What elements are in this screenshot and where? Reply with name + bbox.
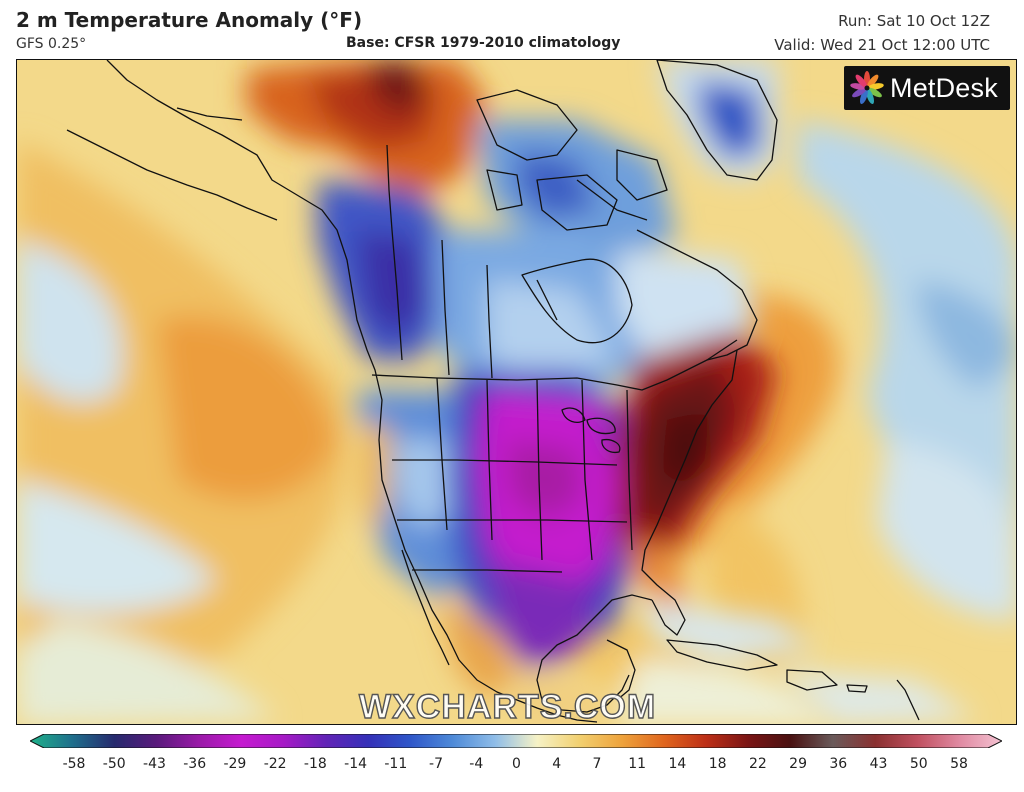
model-label: GFS 0.25°	[16, 36, 87, 52]
legend-tick-label: 43	[869, 756, 888, 772]
anomaly-field	[17, 60, 1016, 724]
legend-tick-label: -29	[223, 756, 247, 772]
legend-tick-label: 4	[552, 756, 562, 772]
legend-tick-label: 36	[829, 756, 848, 772]
legend-tick-label: -36	[183, 756, 207, 772]
legend-tick-label: 0	[512, 756, 521, 772]
legend-tick-label: 18	[708, 756, 727, 772]
legend-tick-label: -7	[429, 756, 444, 772]
coastline-layer	[66, 60, 920, 723]
legend-colorbar	[30, 734, 1002, 748]
legend-tick-label: -22	[263, 756, 287, 772]
legend-tick-label: -14	[344, 756, 368, 772]
legend-tick-label: -58	[62, 756, 86, 772]
valid-time-label: Valid: Wed 21 Oct 12:00 UTC	[774, 36, 990, 54]
legend-tick-label: -43	[143, 756, 166, 772]
legend-tick-label: 14	[668, 756, 687, 772]
wxcharts-watermark: WXCHARTS.COM	[358, 687, 657, 725]
legend-tick-label: -18	[303, 756, 327, 772]
chart-title: 2 m Temperature Anomaly (°F)	[16, 8, 363, 32]
legend-tick-label: 11	[628, 756, 647, 772]
legend-tick-label: 58	[950, 756, 968, 772]
legend-tick-label: 29	[789, 756, 807, 772]
legend-tick-label: -4	[469, 756, 484, 772]
legend-tick-label: -11	[384, 756, 408, 772]
legend-tick-label: -50	[102, 756, 126, 772]
metdesk-flower-icon	[850, 71, 884, 105]
legend-tick-label: 7	[592, 756, 602, 772]
legend-tick-label: 22	[748, 756, 767, 772]
temperature-anomaly-map: MetDesk WXCHARTS.COM	[16, 59, 1017, 725]
legend-tick-label: 50	[909, 756, 928, 772]
metdesk-logo-text: MetDesk	[890, 72, 998, 103]
climatology-base-label: Base: CFSR 1979-2010 climatology	[346, 35, 621, 51]
legend-tick-labels: -58 -50 -43 -36 -29 -22 -18 -14 -11 -7 -4 0 4 7 11 14 18…	[0, 756, 1024, 778]
metdesk-logo: MetDesk	[844, 66, 1010, 110]
run-time-label: Run: Sat 10 Oct 12Z	[838, 12, 990, 30]
